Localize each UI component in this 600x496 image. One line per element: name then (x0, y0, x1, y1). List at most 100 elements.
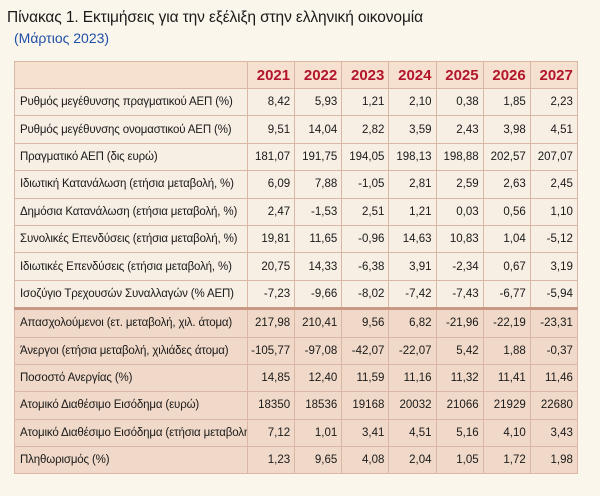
value-cell: 11,32 (435, 363, 484, 393)
value-cell: -2,34 (435, 252, 484, 281)
value-cell: 1,21 (388, 197, 437, 226)
value-cell: -22,07 (388, 336, 437, 365)
value-cell: 11,41 (482, 363, 531, 393)
value-cell: 1,23 (246, 446, 296, 475)
value-cell: 210,41 (294, 307, 343, 338)
value-cell: 20032 (388, 391, 437, 420)
value-cell: -0,37 (529, 336, 578, 365)
value-cell: 0,56 (482, 197, 531, 226)
value-cell: 20,75 (246, 252, 296, 281)
value-cell: 7,88 (294, 170, 343, 199)
value-cell: 5,16 (435, 418, 484, 448)
value-cell: 1,85 (482, 87, 531, 117)
value-cell: -9,66 (294, 279, 343, 310)
table-header-row: 2021 2022 2023 2024 2025 2026 2027 (14, 61, 578, 89)
value-cell: 14,04 (294, 115, 343, 144)
value-cell: -6,38 (341, 252, 390, 281)
value-cell: 12,40 (294, 363, 343, 393)
value-cell: 194,05 (341, 142, 390, 172)
page-subtitle: (Μάρτιος 2023) (14, 30, 110, 46)
value-cell: 1,72 (482, 446, 531, 475)
table-row: Ρυθμός μεγέθυνσης πραγματικού ΑΕΠ (%) 8,4… (14, 87, 578, 117)
forecast-table-container: 2021 2022 2023 2024 2025 2026 2027 Ρυθμό… (14, 61, 578, 475)
value-cell: 1,10 (529, 197, 578, 226)
value-cell: 11,16 (388, 363, 437, 393)
year-header: 2023 (341, 61, 390, 89)
value-cell: -7,23 (246, 279, 296, 310)
value-cell: 4,51 (388, 418, 437, 448)
value-cell: 3,59 (388, 115, 437, 144)
value-cell: 18536 (294, 391, 343, 420)
year-header: 2025 (435, 61, 484, 89)
value-cell: 2,10 (388, 87, 437, 117)
value-cell: 1,05 (435, 446, 484, 475)
table-row: Δημόσια Κατανάλωση (ετήσια μεταβολή, %) 2… (14, 197, 578, 226)
value-cell: 3,43 (529, 418, 578, 448)
value-cell: 198,88 (435, 142, 484, 172)
value-cell: 9,65 (294, 446, 343, 475)
value-cell: 2,51 (341, 197, 390, 226)
value-cell: 21066 (435, 391, 484, 420)
value-cell: 21929 (482, 391, 531, 420)
row-label: Πραγματικό ΑΕΠ (δις ευρώ) (14, 142, 248, 172)
value-cell: 19168 (341, 391, 390, 420)
value-cell: 22680 (529, 391, 578, 420)
table-row: Ιδιωτικές Επενδύσεις (ετήσια μεταβολή, %… (14, 252, 578, 281)
value-cell: 2,82 (341, 115, 390, 144)
table-row: Ποσοστό Ανεργίας (%) 14,85 12,40 11,59 11,16… (14, 363, 578, 393)
table-row: Ατομικό Διαθέσιμο Εισόδημα (ετήσια μεταβ… (14, 418, 578, 448)
row-label: Ποσοστό Ανεργίας (%) (14, 363, 248, 393)
value-cell: -23,31 (529, 307, 578, 338)
value-cell: -6,77 (482, 279, 531, 310)
value-cell: 6,09 (246, 170, 296, 199)
value-cell: 1,04 (482, 224, 531, 254)
value-cell: -42,07 (341, 336, 390, 365)
value-cell: -21,96 (435, 307, 484, 338)
forecast-table: 2021 2022 2023 2024 2025 2026 2027 Ρυθμό… (14, 61, 578, 475)
row-label: Ιδιωτική Κατανάλωση (ετήσια μεταβολή, %) (14, 170, 248, 199)
row-label: Άνεργοι (ετήσια μεταβολή, χιλιάδες άτομα… (14, 336, 248, 365)
value-cell: 202,57 (482, 142, 531, 172)
value-cell: 14,33 (294, 252, 343, 281)
header-label-cell (14, 61, 248, 89)
value-cell: -7,43 (435, 279, 484, 310)
value-cell: 18350 (246, 391, 296, 420)
page-title: Πίνακας 1. Εκτιμήσεις για την εξέλιξη στ… (7, 9, 423, 26)
value-cell: -5,94 (529, 279, 578, 310)
value-cell: -1,05 (341, 170, 390, 199)
year-header: 2027 (529, 61, 578, 89)
value-cell: 2,45 (529, 170, 578, 199)
value-cell: 0,67 (482, 252, 531, 281)
year-header: 2024 (388, 61, 437, 89)
value-cell: -1,53 (294, 197, 343, 226)
table-row: Πραγματικό ΑΕΠ (δις ευρώ) 181,07 191,75 194… (14, 142, 578, 172)
row-label: Δημόσια Κατανάλωση (ετήσια μεταβολή, %) (14, 197, 248, 226)
value-cell: 7,12 (246, 418, 296, 448)
value-cell: 217,98 (246, 307, 296, 338)
table-row: Ατομικό Διαθέσιμο Εισόδημα (ευρώ) 18350 18… (14, 391, 578, 420)
value-cell: 2,81 (388, 170, 437, 199)
value-cell: 11,65 (294, 224, 343, 254)
value-cell: 1,01 (294, 418, 343, 448)
table-row: Ισοζύγιο Τρεχουσών Συναλλαγών (% ΑΕΠ) -7,… (14, 279, 578, 310)
value-cell: 181,07 (246, 142, 296, 172)
table-row: Συνολικές Επενδύσεις (ετήσια μεταβολή, %… (14, 224, 578, 254)
year-header: 2022 (294, 61, 343, 89)
value-cell: 1,21 (341, 87, 390, 117)
row-label: Ισοζύγιο Τρεχουσών Συναλλαγών (% ΑΕΠ) (14, 279, 248, 310)
value-cell: 11,46 (529, 363, 578, 393)
table-body: Ρυθμός μεγέθυνσης πραγματικού ΑΕΠ (%) 8,4… (14, 87, 578, 475)
value-cell: 1,88 (482, 336, 531, 365)
value-cell: 3,98 (482, 115, 531, 144)
row-label: Ρυθμός μεγέθυνσης πραγματικού ΑΕΠ (%) (14, 87, 248, 117)
row-label: Συνολικές Επενδύσεις (ετήσια μεταβολή, %… (14, 224, 248, 254)
value-cell: 198,13 (388, 142, 437, 172)
row-label: Πληθωρισμός (%) (14, 446, 248, 475)
value-cell: 8,42 (246, 87, 296, 117)
row-label: Ατομικό Διαθέσιμο Εισόδημα (ετήσια μεταβ… (14, 418, 248, 448)
year-header: 2026 (482, 61, 531, 89)
value-cell: 207,07 (529, 142, 578, 172)
row-label: Ρυθμός μεγέθυνσης ονομαστικού ΑΕΠ (%) (14, 115, 248, 144)
value-cell: -97,08 (294, 336, 343, 365)
value-cell: 2,59 (435, 170, 484, 199)
